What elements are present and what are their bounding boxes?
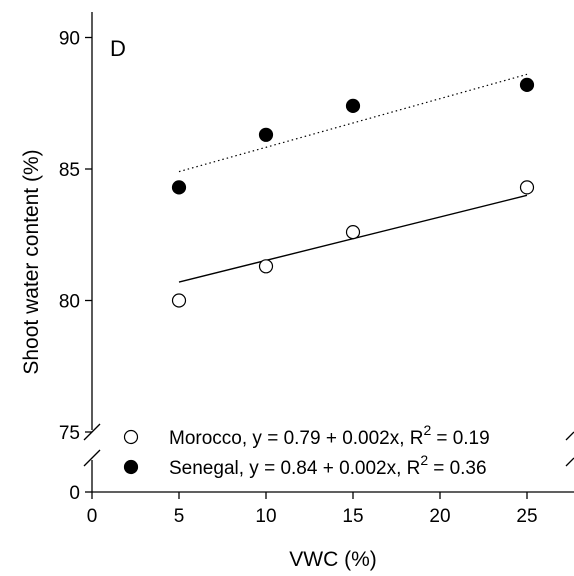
legend-label-morocco: Morocco, y = 0.79 + 0.002x, R2 = 0.19 — [169, 422, 490, 449]
data-point-morocco — [258, 259, 274, 274]
legend-label-senegal-text: Senegal, y = 0.84 + 0.002x, R — [169, 458, 420, 479]
data-point-morocco — [345, 225, 361, 240]
x-axis-title: VWC (%) — [289, 548, 377, 571]
axis-break-mark-right-bottom — [565, 457, 574, 467]
legend-marker-senegal — [123, 459, 139, 475]
legend-label-senegal-r2: = 0.36 — [433, 458, 486, 479]
y-tick-label: 0 — [69, 483, 80, 504]
axis-break-mark-right-top — [565, 431, 574, 441]
data-point-senegal — [519, 77, 535, 92]
legend-marker-morocco — [123, 429, 139, 445]
x-tick-label: 10 — [255, 506, 276, 527]
x-tick-label: 5 — [174, 506, 185, 527]
legend-label-senegal-superscript: 2 — [420, 452, 428, 468]
data-point-senegal — [171, 180, 187, 195]
y-tick-label: 90 — [59, 29, 80, 50]
y-tick-label: 75 — [59, 423, 80, 444]
panel-label: D — [110, 36, 126, 61]
data-points — [171, 77, 535, 308]
legend-label-morocco-text: Morocco, y = 0.79 + 0.002x, R — [169, 428, 424, 449]
y-tick-label: 85 — [59, 160, 80, 181]
ticks: 0 5 10 15 20 25 0 75 80 85 90 — [59, 29, 538, 528]
axes — [83, 12, 574, 493]
fit-line-senegal — [178, 73, 528, 173]
legend: Morocco, y = 0.79 + 0.002x, R2 = 0.19 Sen… — [123, 422, 490, 479]
y-axis-title: Shoot water content (%) — [20, 149, 43, 374]
x-tick-label: 15 — [342, 506, 363, 527]
legend-label-morocco-superscript: 2 — [424, 422, 432, 438]
x-tick-label: 25 — [516, 506, 537, 527]
legend-label-morocco-r2: = 0.19 — [436, 428, 489, 449]
x-tick-label: 20 — [429, 506, 450, 527]
data-point-senegal — [258, 127, 274, 142]
x-tick-label: 0 — [87, 506, 98, 527]
y-tick-label: 80 — [59, 292, 80, 313]
data-point-morocco — [519, 180, 535, 195]
data-point-senegal — [345, 98, 361, 113]
legend-label-senegal: Senegal, y = 0.84 + 0.002x, R2 = 0.36 — [169, 452, 487, 479]
data-point-morocco — [171, 293, 187, 308]
axis-break-mark-left-bottom — [83, 449, 101, 467]
